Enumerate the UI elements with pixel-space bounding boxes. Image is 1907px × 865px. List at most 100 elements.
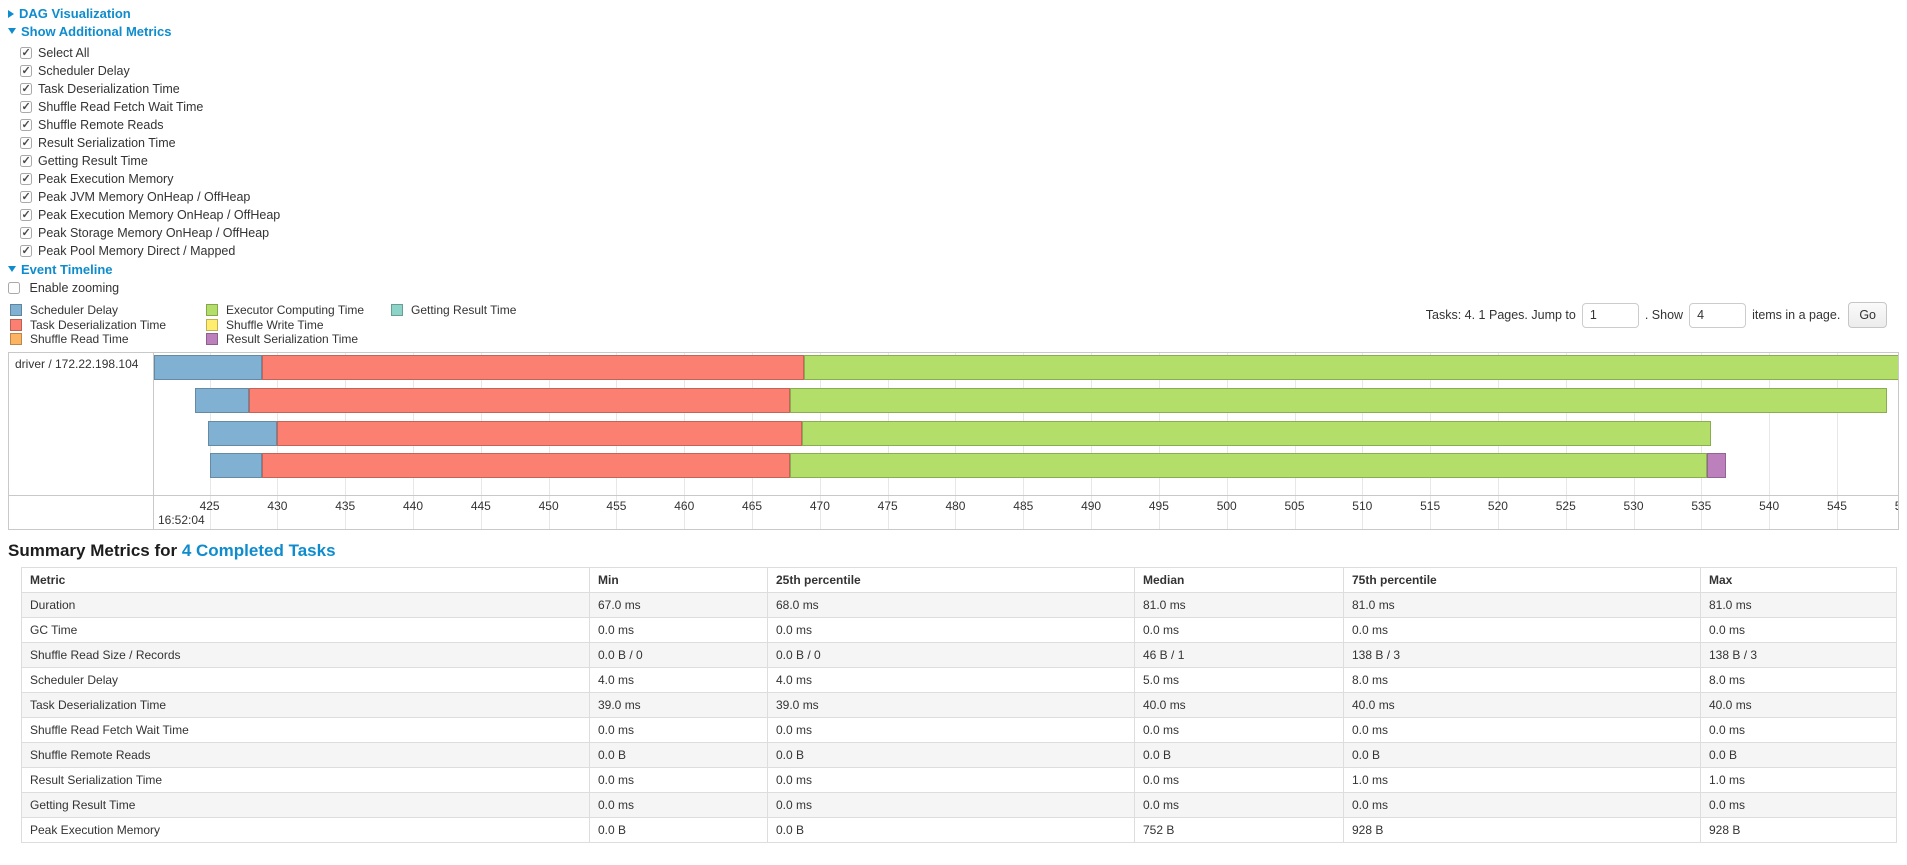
legend-item-result_serialization: Result Serialization Time [206, 332, 364, 347]
task_deserialization-swatch-icon [10, 318, 22, 331]
legend-item-getting_result: Getting Result Time [391, 303, 516, 318]
event-timeline-toggle[interactable]: Event Timeline [8, 261, 113, 279]
completed-tasks-link[interactable]: 4 Completed Tasks [181, 541, 336, 560]
table-cell: Task Deserialization Time [21, 692, 590, 718]
summary-title-text: Summary Metrics for [8, 541, 182, 560]
metric-checkbox-label: Shuffle Read Fetch Wait Time [38, 100, 204, 114]
metric-checkbox[interactable] [20, 136, 32, 149]
metric-checkbox[interactable] [20, 208, 32, 221]
axis-time-label: 16:52:04 [158, 513, 205, 527]
legend-label: Shuffle Read Time [30, 332, 129, 347]
task-bar-segment-executor_computing[interactable] [790, 453, 1707, 478]
metric-checkbox[interactable] [20, 64, 32, 77]
table-cell: 0.0 B [767, 817, 1135, 843]
task-bar-segment-scheduler_delay[interactable] [154, 355, 263, 380]
table-cell: Scheduler Delay [21, 667, 590, 693]
metric-checkbox-row: Peak Storage Memory OnHeap / OffHeap [20, 224, 280, 242]
table-cell: 0.0 B [589, 742, 768, 768]
collapsed-arrow-icon [8, 10, 14, 18]
table-cell: 0.0 ms [767, 617, 1135, 643]
legend-item-scheduler_delay: Scheduler Delay [10, 303, 166, 318]
task-bar-segment-executor_computing[interactable] [790, 388, 1888, 413]
metric-checkbox-row: Scheduler Delay [20, 62, 280, 80]
table-cell: GC Time [21, 617, 590, 643]
items-per-page-input[interactable] [1689, 302, 1747, 328]
metric-checkbox-label: Scheduler Delay [38, 64, 130, 78]
metric-checkbox[interactable] [20, 190, 32, 203]
jump-to-page-input[interactable] [1581, 302, 1639, 328]
metric-checkbox-label: Result Serialization Time [38, 136, 176, 150]
metric-checkbox[interactable] [20, 118, 32, 131]
enable-zooming-checkbox[interactable] [8, 282, 20, 294]
axis-tick-label: 430 [267, 499, 288, 513]
table-cell: 81.0 ms [1343, 592, 1701, 618]
task-bar-segment-scheduler_delay[interactable] [208, 421, 278, 446]
metric-checkbox-row: Peak Execution Memory [20, 170, 280, 188]
table-cell: 0.0 B [1700, 742, 1897, 768]
axis-tick-label: 535 [1691, 499, 1712, 513]
expanded-arrow-icon [8, 28, 16, 34]
table-cell: 0.0 ms [1343, 617, 1701, 643]
metric-checkbox-row: Select All [20, 44, 280, 62]
task-bar-segment-task_deserialization[interactable] [262, 355, 804, 380]
task-bar-segment-task_deserialization[interactable] [262, 453, 791, 478]
table-cell: 0.0 B / 0 [767, 642, 1135, 668]
task-bar-segment-scheduler_delay[interactable] [209, 453, 263, 478]
task-bar-segment-result_serialization[interactable] [1706, 453, 1726, 478]
metric-checkbox[interactable] [20, 82, 32, 95]
metric-checkbox-list: Select All Scheduler Delay Task Deserializ… [20, 44, 280, 260]
axis-tick-label: 505 [1284, 499, 1305, 513]
task-bar-segment-executor_computing[interactable] [803, 355, 1898, 380]
task-bar-segment-task_deserialization[interactable] [248, 388, 791, 413]
task-bar-segment-scheduler_delay[interactable] [194, 388, 249, 413]
dag-visualization-toggle[interactable]: DAG Visualization [8, 5, 171, 23]
table-cell: 0.0 ms [767, 792, 1135, 818]
table-cell: 0.0 B [1343, 742, 1701, 768]
show-additional-metrics-toggle[interactable]: Show Additional Metrics [8, 23, 171, 41]
table-cell: 928 B [1700, 817, 1897, 843]
table-cell: 0.0 ms [1700, 617, 1897, 643]
table-cell: 0.0 ms [589, 617, 768, 643]
legend-column: Scheduler Delay Task Deserialization Time… [10, 303, 166, 347]
metric-checkbox-label: Getting Result Time [38, 154, 148, 168]
table-cell: 39.0 ms [589, 692, 768, 718]
table-cell: 0.0 ms [1343, 717, 1701, 743]
table-cell: 81.0 ms [1700, 592, 1897, 618]
axis-tick-label: 530 [1623, 499, 1644, 513]
table-cell: 752 B [1134, 817, 1344, 843]
metric-checkbox[interactable] [20, 46, 32, 59]
axis-tick-label: 425 [199, 499, 220, 513]
column-header: 75th percentile [1343, 567, 1701, 593]
column-header: Metric [21, 567, 590, 593]
executor_computing-swatch-icon [206, 304, 218, 316]
pagination-middle: . Show [1644, 308, 1684, 322]
table-cell: Duration [21, 592, 590, 618]
metric-checkbox[interactable] [20, 244, 32, 257]
table-cell: 0.0 ms [1134, 717, 1344, 743]
table-cell: 0.0 ms [1134, 792, 1344, 818]
go-button[interactable]: Go [1848, 302, 1887, 328]
task-bar-segment-task_deserialization[interactable] [277, 421, 803, 446]
table-cell: Shuffle Remote Reads [21, 742, 590, 768]
legend-item-executor_computing: Executor Computing Time [206, 303, 364, 318]
table-cell: 1.0 ms [1343, 767, 1701, 793]
table-row: Shuffle Read Fetch Wait Time 0.0 ms 0.0 ms… [21, 717, 1897, 743]
table-cell: 8.0 ms [1343, 667, 1701, 693]
metric-checkbox[interactable] [20, 226, 32, 239]
metric-checkbox[interactable] [20, 100, 32, 113]
table-cell: 4.0 ms [589, 667, 768, 693]
axis-tick-label: 450 [538, 499, 559, 513]
axis-tick-label: 475 [877, 499, 898, 513]
table-cell: 0.0 B [767, 742, 1135, 768]
axis-tick-label: 490 [1081, 499, 1102, 513]
column-header: Min [589, 567, 768, 593]
task-bar-segment-executor_computing[interactable] [802, 421, 1711, 446]
legend-label: Executor Computing Time [226, 303, 365, 317]
metric-checkbox[interactable] [20, 154, 32, 167]
table-row: Shuffle Remote Reads 0.0 B 0.0 B 0.0 B 0.0 B… [21, 742, 1897, 768]
table-row: Scheduler Delay 4.0 ms 4.0 ms 5.0 ms 8.0 ms 8… [21, 667, 1897, 693]
enable-zooming-label: Enable zooming [29, 281, 120, 295]
table-cell: 928 B [1343, 817, 1701, 843]
metric-checkbox[interactable] [20, 172, 32, 185]
metric-checkbox-label: Peak Pool Memory Direct / Mapped [38, 244, 236, 258]
